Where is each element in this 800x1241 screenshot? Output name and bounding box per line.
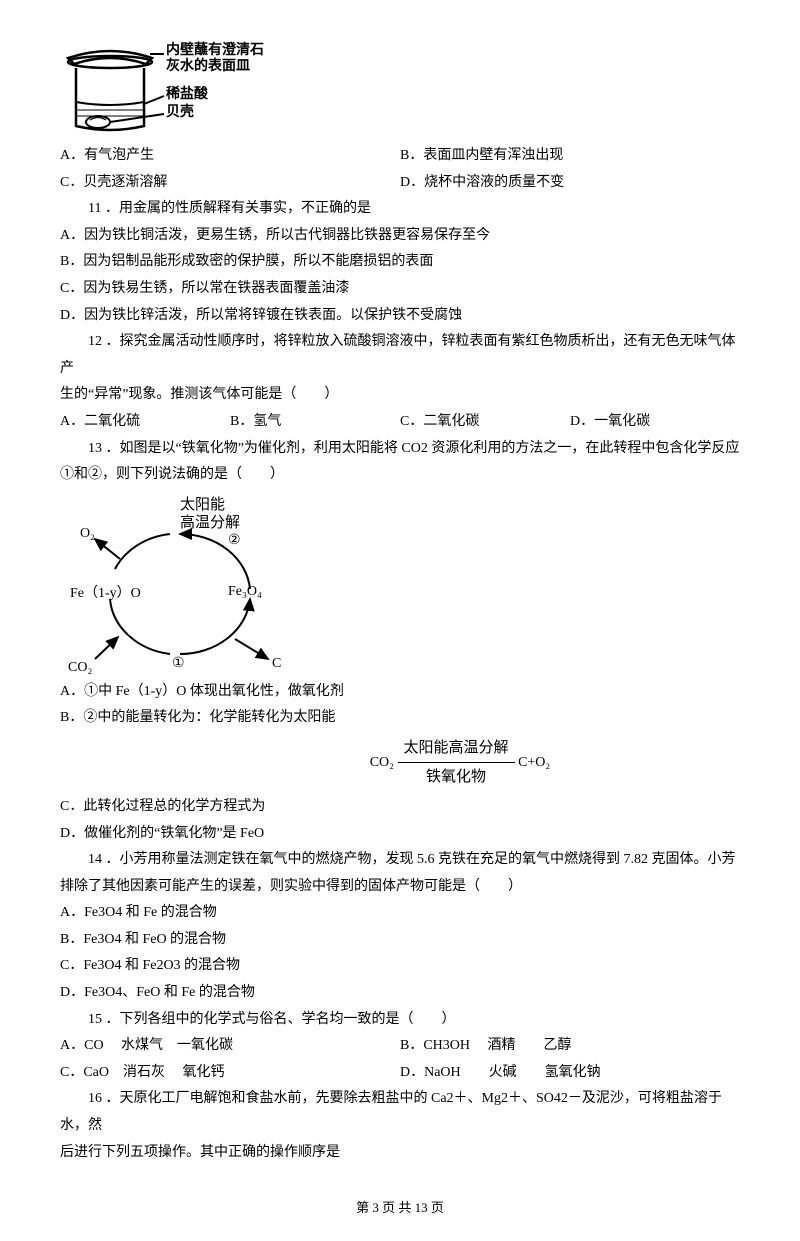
q14-stem-line2: 排除了其他因素可能产生的误差，则实验中得到的固体产物可能是（ ） (60, 874, 740, 901)
svg-text:Fe（1-y）O: Fe（1-y）O (70, 585, 141, 601)
cycle-diagram: 太阳能 高温分解 O₂ Fe（1-y）O Fe₃O₄ CO₂ C ① ② (60, 489, 740, 679)
svg-text:贝壳: 贝壳 (166, 103, 194, 120)
q15-options: A．CO 水煤气 一氧化碳 B．CH3OH 酒精 乙醇 C．CaO 消石灰 氧化… (60, 1033, 740, 1086)
q14-opt-b: B．Fe3O4 和 FeO 的混合物 (60, 927, 740, 954)
q13-stem-line2: ①和②，则下列说法确的是（ ） (60, 462, 740, 489)
q12-stem-line2: 生的“异常”现象。推测该气体可能是（ ） (60, 382, 740, 409)
q14-opt-a: A．Fe3O4 和 Fe 的混合物 (60, 900, 740, 927)
q12-options: A．二氧化硫 B．氢气 C．二氧化碳 D．一氧化碳 (60, 409, 740, 436)
svg-text:太阳能: 太阳能 (180, 496, 225, 513)
q15-stem: 15 ．下列各组中的化学式与俗名、学名均一致的是（ ） (60, 1007, 740, 1034)
q16-stem-line2: 后进行下列五项操作。其中正确的操作顺序是 (60, 1140, 740, 1167)
svg-text:CO₂: CO₂ (68, 660, 92, 675)
svg-text:灰水的表面皿: 灰水的表面皿 (166, 57, 250, 74)
q10-opt-b: B．表面皿内壁有浑浊出现 (400, 143, 740, 170)
eq-fraction: 太阳能高温分解 铁氧化物 (398, 734, 515, 792)
svg-text:O₂: O₂ (80, 526, 95, 541)
q12-opt-b: B．氢气 (230, 409, 400, 436)
q12-opt-a: A．二氧化硫 (60, 409, 230, 436)
q13-opt-a: A．①中 Fe（1-y）O 体现出氧化性，做氧化剂 (60, 679, 740, 706)
q13-stem-line1: 13 ．如图是以“铁氧化物”为催化剂，利用太阳能将 CO2 资源化利用的方法之一… (60, 436, 740, 463)
q13-equation: CO₂ 太阳能高温分解 铁氧化物 C+O₂ (180, 734, 740, 792)
q10-options: A．有气泡产生 B．表面皿内壁有浑浊出现 C．贝壳逐渐溶解 D．烧杯中溶液的质量… (60, 143, 740, 196)
eq-top: 太阳能高温分解 (398, 734, 515, 764)
q15-opt-c: C．CaO 消石灰 氧化钙 (60, 1060, 400, 1087)
q15-opt-a: A．CO 水煤气 一氧化碳 (60, 1033, 400, 1060)
svg-text:C: C (272, 656, 281, 671)
q15-opt-b: B．CH3OH 酒精 乙醇 (400, 1033, 740, 1060)
q15-opt-d: D．NaOH 火碱 氢氧化钠 (400, 1060, 740, 1087)
q13-opt-b: B．②中的能量转化为：化学能转化为太阳能 (60, 705, 740, 732)
q10-opt-a: A．有气泡产生 (60, 143, 400, 170)
q13-opt-d: D．做催化剂的“铁氧化物”是 FeO (60, 821, 740, 848)
eq-right: C+O₂ (518, 755, 550, 770)
q12-stem-line1: 12 ．探究金属活动性顺序时，将锌粒放入硫酸铜溶液中，锌粒表面有紫红色物质析出，… (60, 329, 740, 382)
beaker-svg: 内壁蘸有澄清石 灰水的表面皿 稀盐酸 贝壳 (60, 40, 290, 135)
q11-opt-a: A．因为铁比铜活泼，更易生锈，所以古代铜器比铁器更容易保存至今 (60, 223, 740, 250)
q10-opt-d: D．烧杯中溶液的质量不变 (400, 170, 740, 197)
svg-text:①: ① (172, 656, 185, 671)
svg-text:高温分解: 高温分解 (180, 514, 240, 531)
q10-opt-c: C．贝壳逐渐溶解 (60, 170, 400, 197)
q12-opt-d: D．一氧化碳 (570, 409, 740, 436)
q13-opt-c: C．此转化过程总的化学方程式为 (60, 794, 740, 821)
eq-left: CO₂ (370, 755, 394, 770)
svg-text:Fe₃O₄: Fe₃O₄ (228, 584, 262, 599)
q11-stem: 11 ．用金属的性质解释有关事实，不正确的是 (60, 196, 740, 223)
svg-text:稀盐酸: 稀盐酸 (166, 85, 209, 102)
page-footer: 第 3 页 共 13 页 (60, 1196, 740, 1221)
cycle-svg: 太阳能 高温分解 O₂ Fe（1-y）O Fe₃O₄ CO₂ C ① ② (60, 489, 320, 679)
q12-opt-c: C．二氧化碳 (400, 409, 570, 436)
eq-bot: 铁氧化物 (398, 763, 515, 792)
q11-opt-c: C．因为铁易生锈，所以常在铁器表面覆盖油漆 (60, 276, 740, 303)
experiment-diagram: 内壁蘸有澄清石 灰水的表面皿 稀盐酸 贝壳 (60, 40, 740, 135)
q11-opt-d: D．因为铁比锌活泼，所以常将锌镀在铁表面。以保护铁不受腐蚀 (60, 303, 740, 330)
svg-text:内壁蘸有澄清石: 内壁蘸有澄清石 (166, 41, 264, 58)
q14-stem-line1: 14 ．小芳用称量法测定铁在氧气中的燃烧产物，发现 5.6 克铁在充足的氧气中燃… (60, 847, 740, 874)
q14-opt-d: D．Fe3O4、FeO 和 Fe 的混合物 (60, 980, 740, 1007)
q14-opt-c: C．Fe3O4 和 Fe2O3 的混合物 (60, 953, 740, 980)
q11-opt-b: B．因为铝制品能形成致密的保护膜，所以不能磨损铝的表面 (60, 249, 740, 276)
svg-text:②: ② (228, 533, 241, 548)
